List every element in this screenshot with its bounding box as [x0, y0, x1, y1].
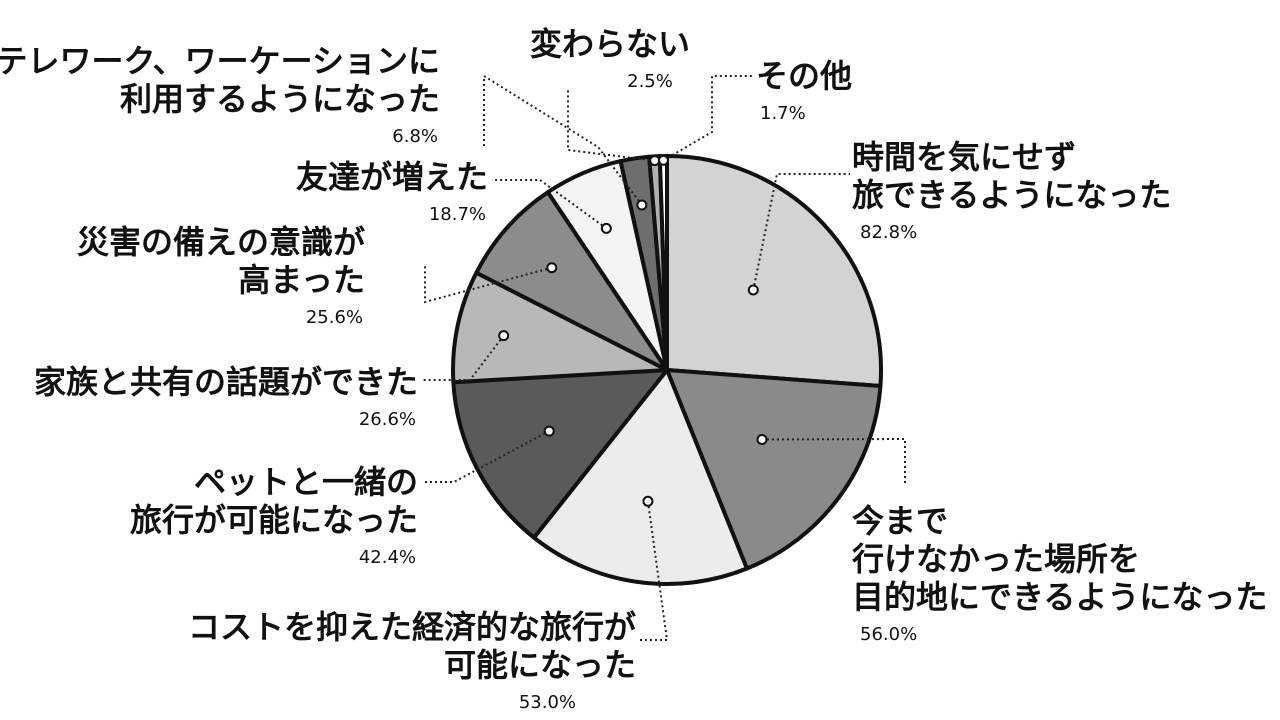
leader-line: [483, 74, 643, 206]
leader-line: [640, 501, 669, 641]
slice-value-label: 25.6%: [306, 307, 363, 328]
pie-slice: [474, 190, 669, 372]
slice-label: 目的地にできるようになった: [852, 578, 1267, 616]
leader-marker: [636, 199, 648, 211]
pie-slice: [665, 368, 883, 571]
slice-label: 行けなかった場所を: [852, 540, 1140, 578]
pie-slices: [451, 153, 883, 586]
slice-label: その他: [756, 57, 852, 95]
slice-value-label: 56.0%: [860, 624, 917, 645]
slice-value-label: 82.8%: [860, 222, 917, 243]
slice-value-label: 26.6%: [359, 409, 416, 430]
pie-slice: [451, 368, 669, 540]
leader-marker: [657, 154, 669, 166]
slice-label: 家族と共有の話題ができた: [34, 363, 418, 401]
leader-marker: [600, 222, 612, 234]
leader-line: [424, 266, 553, 304]
leader-line: [422, 430, 550, 483]
slice-label: テレワーク、ワーケーションに: [0, 42, 440, 80]
leader-line: [662, 75, 752, 162]
pie-slice: [531, 368, 749, 586]
slice-value-label: 6.8%: [392, 126, 438, 147]
slice-label: 旅できるようになった: [852, 176, 1171, 214]
pie-slice: [451, 270, 669, 385]
leader-line: [567, 90, 655, 162]
slice-value-label: 1.7%: [760, 103, 806, 124]
slice-label: 旅行が可能になった: [130, 501, 418, 539]
leader-marker: [543, 425, 555, 437]
slice-label: 高まった: [238, 261, 365, 299]
slice-value-label: 18.7%: [429, 204, 486, 225]
leader-marker: [747, 284, 759, 296]
leader-marker: [642, 495, 654, 507]
slice-label: 今まで: [852, 502, 948, 540]
slice-value-label: 53.0%: [519, 692, 576, 713]
slice-label: ペットと一緒の: [194, 463, 418, 501]
leader-marker: [498, 330, 510, 342]
slice-value-label: 2.5%: [627, 71, 673, 92]
leader-marker: [756, 433, 768, 445]
leader-lines: [422, 74, 906, 641]
slice-value-label: 42.4%: [359, 547, 416, 568]
slice-label: 利用するようになった: [120, 80, 440, 118]
leader-marker: [546, 262, 558, 274]
leader-marker: [649, 155, 661, 167]
slice-label: 変わらない: [530, 25, 690, 63]
slice-label: 時間を気にせず: [852, 138, 1076, 176]
pie-slice: [665, 154, 883, 389]
slice-label: コストを抑えた経済的な旅行が: [188, 608, 636, 646]
slice-label: 災害の備えの意識が: [77, 223, 365, 261]
leader-line: [422, 335, 505, 381]
slice-label: 友達が増えた: [296, 158, 488, 196]
slice-label: 可能になった: [444, 646, 636, 684]
